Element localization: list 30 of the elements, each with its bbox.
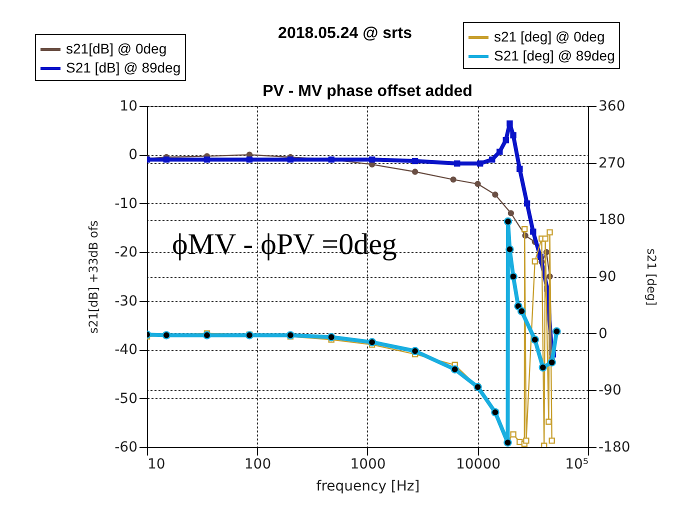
x-tick-label: 1000 bbox=[350, 456, 386, 472]
y-tick-label: -60 bbox=[114, 440, 138, 456]
y2-tick-label: -90 bbox=[598, 382, 622, 399]
y2-tick-label: 270 bbox=[598, 155, 626, 172]
y2-axis-title: s21 [deg] bbox=[644, 248, 658, 306]
x-tick-label: 10000 bbox=[456, 456, 501, 472]
y-axis-title: s21[dB] +33dB ofs bbox=[86, 220, 101, 334]
y2-tick-label: 360 bbox=[598, 98, 626, 114]
legend-label: s21[dB] @ 0deg bbox=[66, 40, 167, 56]
legend-label: s21 [deg] @ 0deg bbox=[494, 28, 605, 44]
y-tick-label: 10 bbox=[120, 98, 138, 114]
x-tick-label: 10⁵ bbox=[565, 456, 588, 472]
annotation: ϕMV - ϕPV =0deg bbox=[172, 228, 397, 261]
x-axis-title: frequency [Hz] bbox=[316, 478, 420, 494]
y-tick-label: -50 bbox=[114, 390, 138, 407]
y2-tick-label: 0 bbox=[598, 326, 608, 342]
y2-tick-label: 90 bbox=[598, 269, 616, 285]
y-tick-label: -40 bbox=[114, 342, 138, 358]
chart-title: PV - MV phase offset added bbox=[262, 83, 472, 100]
y-tick-label: 0 bbox=[128, 147, 138, 164]
y2-tick-label: -180 bbox=[598, 440, 630, 456]
y-tick-label: -30 bbox=[114, 293, 138, 310]
x-tick-label: 100 bbox=[244, 456, 272, 472]
y2-tick-label: 180 bbox=[598, 212, 626, 228]
y-tick-label: -20 bbox=[114, 244, 138, 261]
x-tick-label: 10 bbox=[148, 456, 166, 472]
legend-label: S21 [dB] @ 89deg bbox=[66, 60, 181, 76]
text: 2018.05.24 @ srts bbox=[278, 25, 412, 42]
y-tick-label: -10 bbox=[114, 196, 138, 212]
legend-label: S21 [deg] @ 89deg bbox=[494, 48, 615, 64]
